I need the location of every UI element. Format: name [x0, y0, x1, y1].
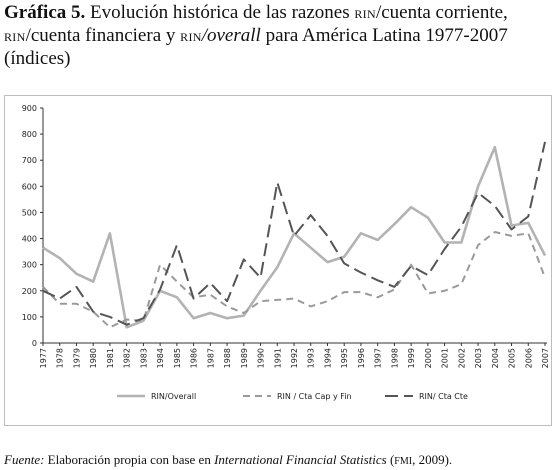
x-tick-label: 2005	[508, 348, 517, 368]
legend-label-3: RIN/ Cta Cte	[419, 392, 468, 401]
x-tick-label: 1991	[273, 348, 282, 368]
chart-frame: 0 100 200 300 400 500 600 700 800 900 1977 1978 1979…	[4, 95, 552, 426]
figure-label: Gráfica 5.	[4, 2, 86, 23]
x-tick-label: 1987	[206, 348, 215, 368]
series-line-1	[42, 145, 547, 329]
x-tick-label: 1979	[72, 348, 81, 368]
y-tick-label: 800	[22, 130, 37, 139]
x-tick-label: 2003	[474, 348, 483, 368]
x-tick-label: 1993	[307, 348, 316, 368]
legend-label-2: RIN / Cta Cap y Fin	[277, 392, 352, 401]
x-tick-label: 2007	[541, 348, 550, 368]
y-tick-label: 400	[22, 235, 37, 244]
x-tick-label: 1999	[407, 348, 416, 368]
y-tick-label: 0	[32, 339, 37, 348]
y-tick-label: 300	[22, 261, 37, 270]
title-part-2: /cuenta corriente,	[375, 2, 508, 23]
x-tick-label: 2000	[424, 348, 433, 368]
x-tick-label: 2004	[491, 348, 500, 368]
series-line-3	[42, 141, 546, 326]
y-tick-label: 500	[22, 208, 37, 217]
x-tick-label: 1998	[390, 348, 399, 368]
x-tick-label: 1994	[323, 348, 332, 368]
title-part-1: Evolución histórica de las razones	[85, 2, 355, 23]
x-tick-label: 2006	[524, 348, 533, 368]
x-tick-label: 1977	[39, 348, 48, 368]
series-line-2	[42, 231, 546, 329]
x-tick-label: 1982	[123, 348, 132, 368]
source-label: Fuente:	[4, 452, 45, 467]
x-tick-label: 1995	[340, 348, 349, 368]
x-tick-label: 1990	[257, 348, 266, 368]
x-tick-label: 1981	[106, 348, 115, 368]
x-tick-label: 1986	[190, 348, 199, 368]
title-abbrev-2: RIN	[4, 30, 26, 44]
figure-title: Gráfica 5. Evolución histórica de las ra…	[4, 2, 552, 69]
title-units: (índices)	[4, 48, 71, 69]
x-tick-label: 1978	[56, 348, 65, 368]
x-tick-label: 2001	[441, 348, 450, 368]
title-part-3: /cuenta financiera y	[25, 25, 181, 46]
x-tick-label: 1985	[173, 348, 182, 368]
x-tick-label: 1984	[156, 348, 165, 368]
x-tick-label: 1983	[139, 348, 148, 368]
source-text-3: , 2009).	[412, 452, 453, 467]
title-abbrev-3: RIN	[180, 30, 202, 44]
x-tick-label: 2002	[457, 348, 466, 368]
x-tick-label: 1988	[223, 348, 232, 368]
title-part-4: para América Latina 1977-2007	[260, 25, 508, 46]
y-tick-label: 600	[22, 182, 37, 191]
title-overall: /overall	[201, 25, 261, 46]
line-chart: 0 100 200 300 400 500 600 700 800 900 1977 1978 1979…	[22, 104, 550, 401]
source-text-2: (	[386, 452, 395, 467]
x-tick-label: 1996	[357, 348, 366, 368]
y-tick-label: 200	[22, 287, 37, 296]
title-abbrev-1: RIN	[354, 7, 376, 21]
source-org: FMI	[394, 456, 413, 467]
y-tick-label: 100	[22, 313, 37, 322]
source-publication: International Financial Statistics	[214, 452, 387, 467]
y-tick-label: 700	[22, 156, 37, 165]
source-note: Fuente: Elaboración propia con base en I…	[4, 452, 552, 468]
x-tick-label: 1989	[240, 348, 249, 368]
legend-label-1: RIN/Overall	[151, 392, 196, 401]
source-text-1: Elaboración propia con base en	[44, 452, 215, 467]
x-tick-label: 1980	[89, 348, 98, 368]
x-tick-label: 1997	[374, 348, 383, 368]
y-tick-label: 900	[22, 104, 37, 113]
x-tick-label: 1992	[290, 348, 299, 368]
